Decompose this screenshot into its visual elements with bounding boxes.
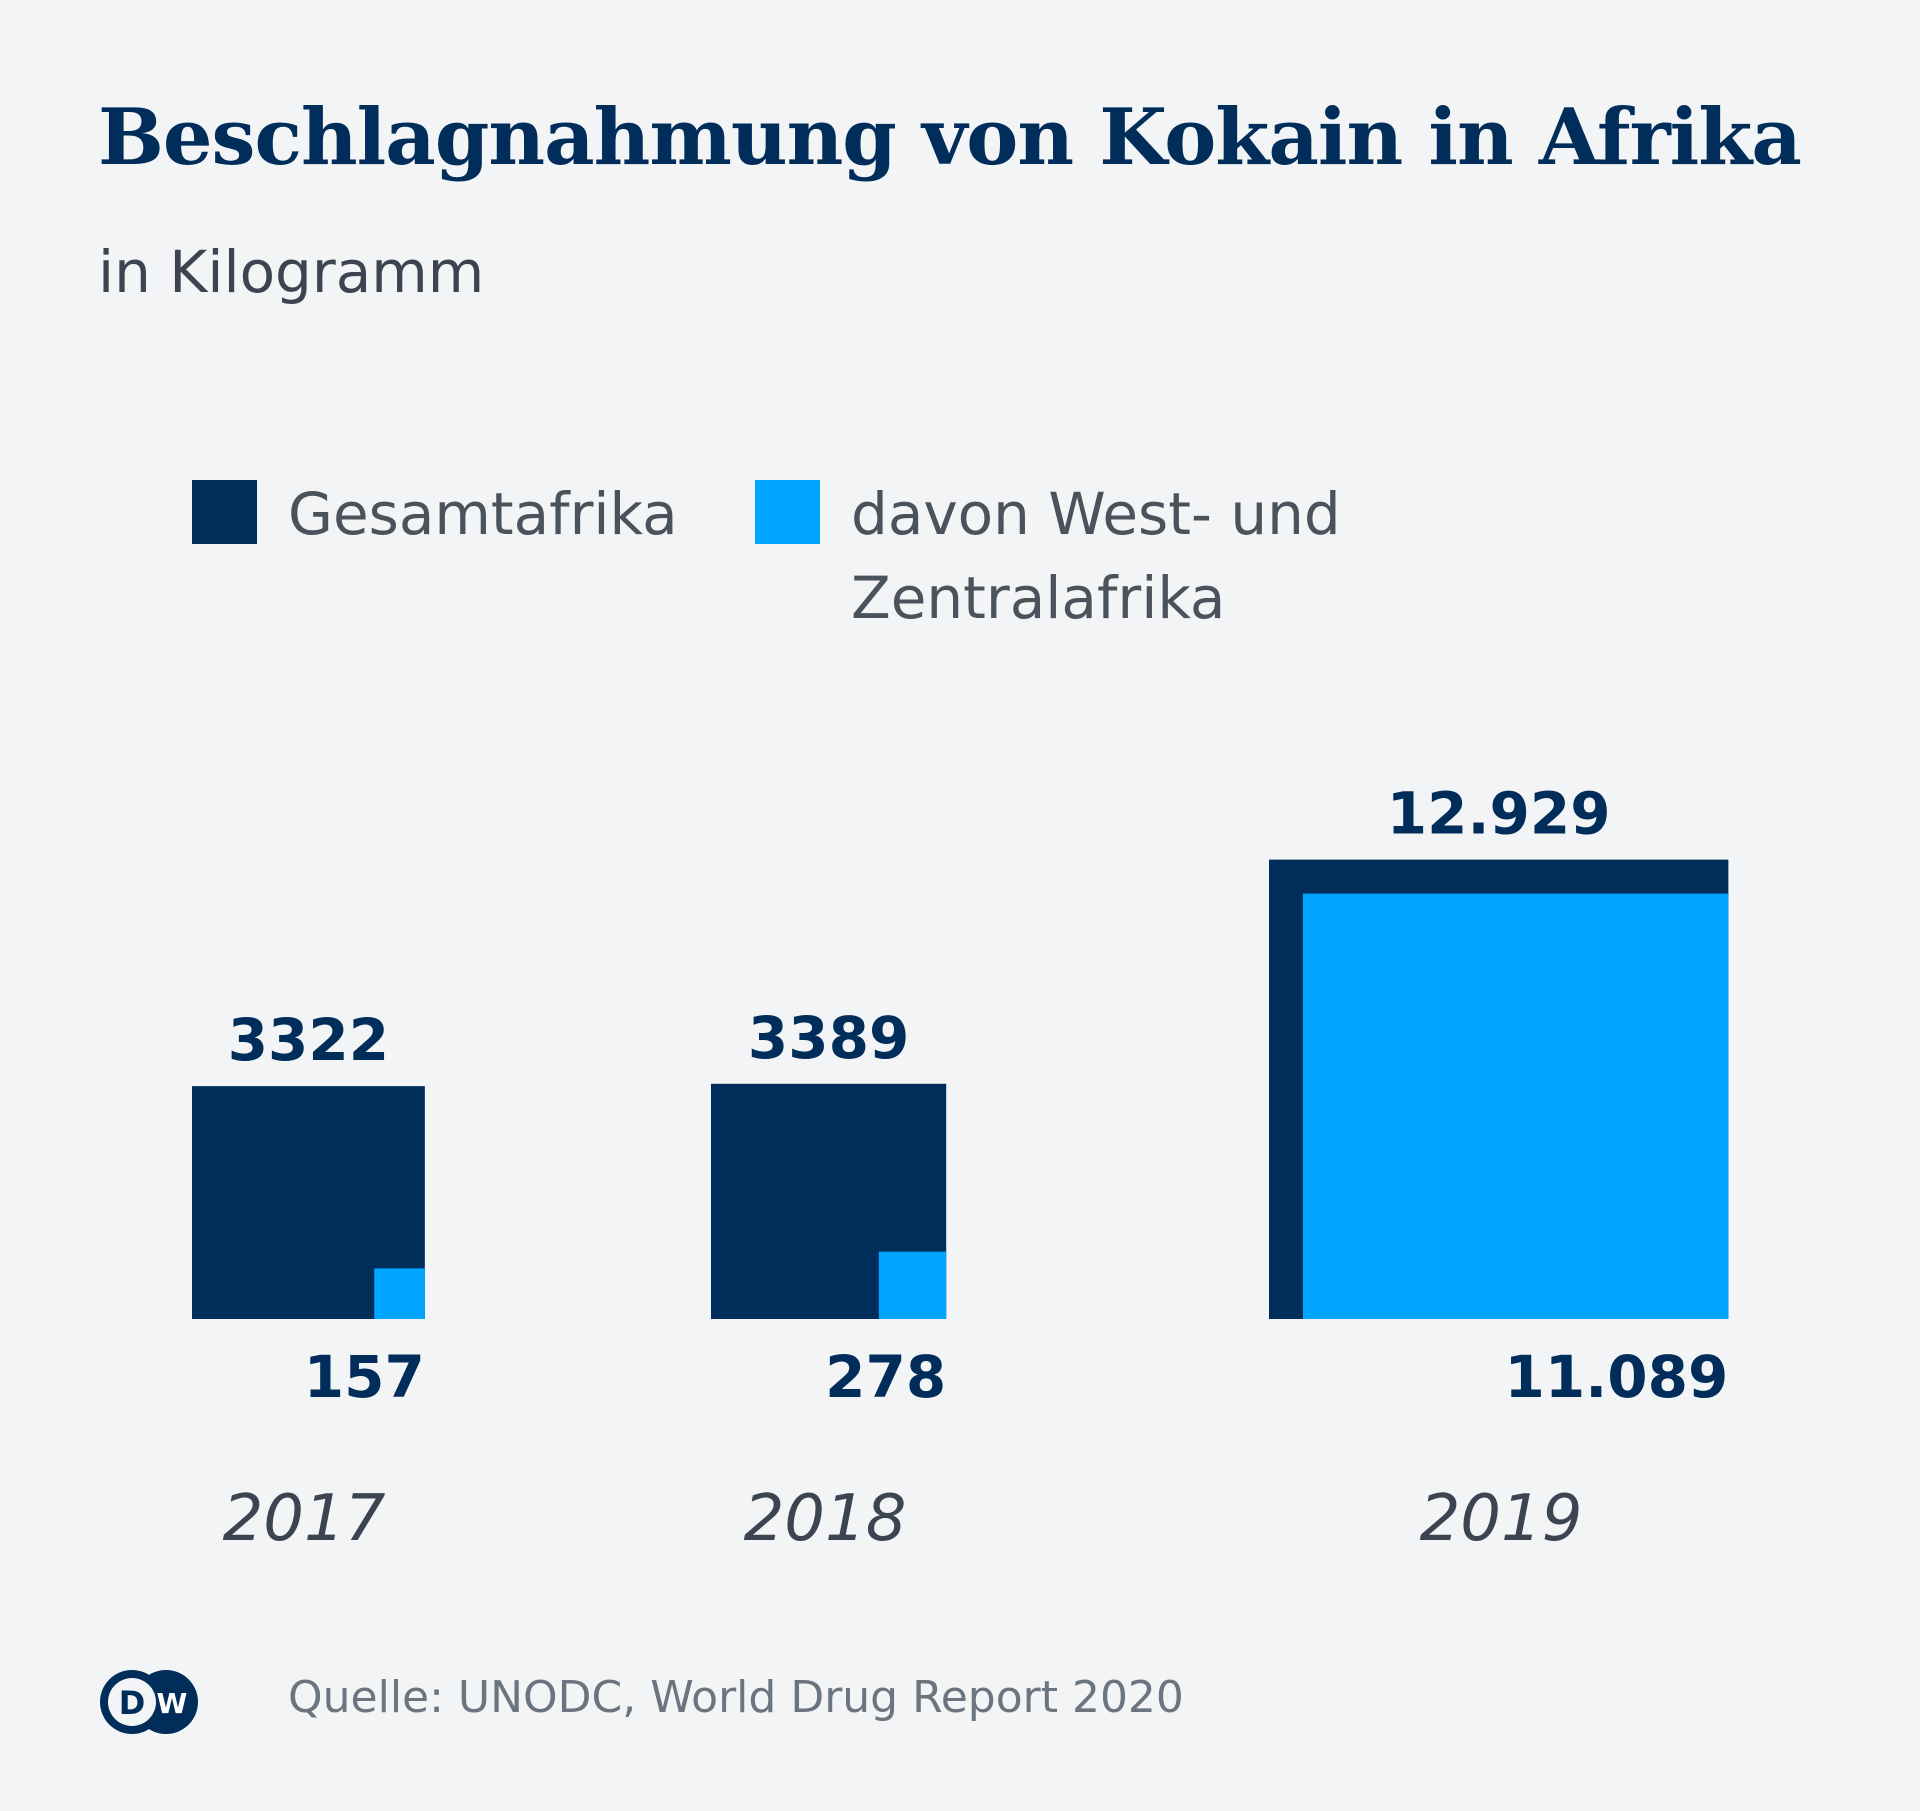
square-west-zentralafrika-2017 [374, 1268, 425, 1319]
legend-label-west-zentralafrika: davon West- und Zentralafrika [851, 472, 1341, 640]
legend-label-gesamtafrika: Gesamtafrika [288, 480, 678, 548]
value-label-gesamtafrika-2019: 12.929 [1387, 780, 1611, 848]
legend-label-line-2: Zentralafrika [851, 564, 1226, 632]
square-west-zentralafrika-2018 [878, 1251, 947, 1319]
category-label-2018: 2018 [744, 1482, 907, 1556]
svg-text:W: W [157, 1687, 188, 1720]
dw-logo: D W [100, 1670, 198, 1734]
value-label-west-zentralafrika-2019: 11.089 [1505, 1343, 1729, 1411]
value-label-gesamtafrika-2018: 3389 [748, 1004, 909, 1072]
chart-title: Beschlagnahmung von Kokain in Afrika [98, 92, 1802, 183]
source-note: Quelle: UNODC, World Drug Report 2020 [288, 1672, 1184, 1723]
legend-label-line-1: davon West- und [851, 480, 1341, 548]
category-label-2017: 2017 [223, 1482, 386, 1556]
value-label-west-zentralafrika-2018: 278 [825, 1343, 946, 1411]
value-label-west-zentralafrika-2017: 157 [304, 1343, 425, 1411]
square-west-zentralafrika-2019 [1302, 893, 1729, 1319]
chart-subtitle: in Kilogramm [98, 238, 485, 306]
svg-text:D: D [119, 1684, 146, 1722]
legend-swatch-gesamtafrika [192, 480, 257, 544]
value-label-gesamtafrika-2017: 3322 [228, 1006, 389, 1074]
category-label-2019: 2019 [1420, 1482, 1583, 1556]
legend-swatch-west-zentralafrika [755, 480, 820, 544]
